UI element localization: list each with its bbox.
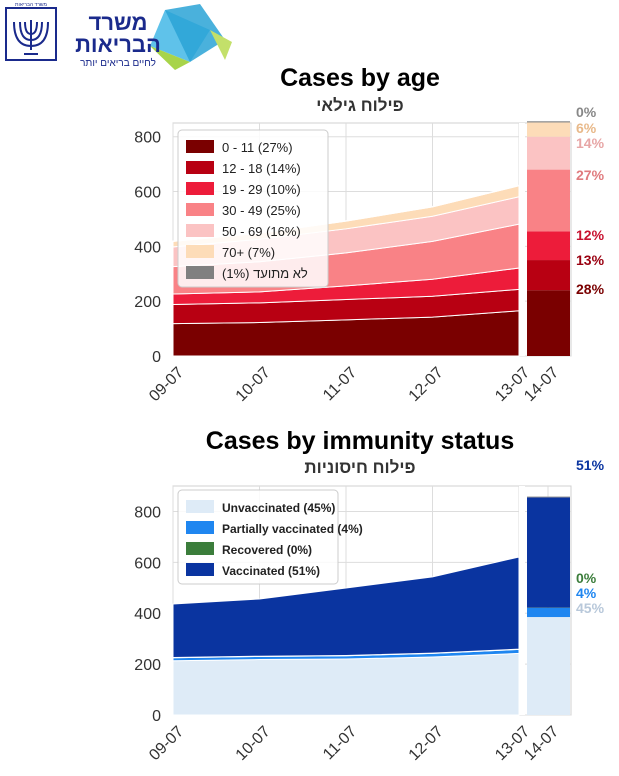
summary-pct-label-1: 13% — [576, 252, 605, 268]
summary-bar-segment-1 — [527, 260, 570, 291]
legend-box — [177, 489, 339, 585]
legend-entry-2: 19 - 29 (10%) — [222, 182, 301, 197]
summary-bar-segment-2 — [527, 231, 570, 261]
legend-entry-1: 12 - 18 (14%) — [222, 161, 301, 176]
immunity-chart-title: Cases by immunity status — [205, 427, 515, 455]
summary-bar-segment-5 — [527, 122, 570, 137]
y-tick-label: 200 — [134, 294, 161, 311]
legend-entry-0: 0 - 11 (27%) — [222, 140, 293, 155]
y-tick-label: 0 — [152, 349, 161, 366]
y-tick-label: 200 — [134, 657, 161, 674]
legend-entry-5: 70+ (7%) — [222, 245, 275, 260]
legend: 0 - 11 (27%) 12 - 18 (14%) 19 - 29 (10%) 30… — [177, 129, 329, 288]
y-tick-label: 600 — [134, 555, 161, 572]
summary-pct-label-3: 51% — [576, 457, 605, 473]
y-tick-label: 800 — [134, 130, 161, 147]
legend-entry-0: Unvaccinated (45%) — [222, 501, 335, 515]
y-tick-label: 400 — [134, 606, 161, 623]
summary-pct-label-0: 45% — [576, 600, 605, 616]
summary-pct-label-3: 27% — [576, 167, 605, 183]
age-chart-title: Cases by age — [280, 64, 440, 92]
summary-bar-segment-3 — [527, 169, 570, 232]
summary-gap — [519, 123, 525, 356]
y-tick-label: 800 — [134, 504, 161, 521]
legend-swatch-3 — [186, 203, 214, 216]
legend-swatch-2 — [186, 542, 214, 555]
legend-entry-1: Partially vaccinated (4%) — [222, 522, 363, 536]
legend-entry-4: 50 - 69 (16%) — [222, 224, 301, 239]
legend-swatch-1 — [186, 161, 214, 174]
area-series-0 — [172, 652, 520, 716]
legend-swatch-6 — [186, 266, 214, 279]
summary-pct-label-1: 4% — [576, 585, 597, 601]
emblem-text: משרד הבריאות — [15, 2, 47, 8]
legend-entry-2: Recovered (0%) — [222, 543, 312, 557]
legend-box — [177, 129, 329, 288]
health-ministry-star-icon — [150, 4, 232, 70]
immunity-chart-subtitle: פילוח חיסוניות — [304, 458, 416, 477]
summary-bar-segment-0 — [527, 617, 570, 715]
legend: Unvaccinated (45%) Partially vaccinated (… — [177, 489, 363, 585]
legend-swatch-0 — [186, 500, 214, 513]
x-tick-label: 11-07 — [320, 723, 360, 763]
x-tick-label: 09-07 — [146, 723, 187, 764]
y-tick-label: 0 — [152, 708, 161, 725]
legend-swatch-0 — [186, 140, 214, 153]
summary-bar-segment-3 — [527, 496, 570, 608]
x-tick-label: 12-07 — [406, 723, 447, 764]
legend-swatch-2 — [186, 182, 214, 195]
summary-pct-label-5: 6% — [576, 120, 597, 136]
y-tick-label: 400 — [134, 239, 161, 256]
x-tick-label: 10-07 — [233, 723, 274, 764]
legend-swatch-5 — [186, 245, 214, 258]
legend-swatch-4 — [186, 224, 214, 237]
legend-entry-3: Vaccinated (51%) — [222, 564, 320, 578]
ministry-logo: משרד הבריאות לחיים בריאים יותר משרד הברי… — [5, 2, 232, 70]
summary-pct-label-4: 14% — [576, 135, 605, 151]
summary-bar-segment-1 — [527, 607, 570, 618]
summary-pct-label-0: 28% — [576, 281, 605, 297]
y-tick-label: 600 — [134, 185, 161, 202]
x-tick-label: 14-07 — [521, 723, 562, 764]
summary-pct-label-2: 12% — [576, 227, 605, 243]
legend-entry-6: לא מתועד (1%) — [222, 266, 308, 281]
ministry-name-line1: משרד — [89, 10, 148, 35]
legend-entry-3: 30 - 49 (25%) — [222, 203, 301, 218]
ministry-name-line2: הבריאות — [75, 32, 161, 57]
age-chart-subtitle: פילוח גילאי — [316, 96, 404, 115]
menorah-emblem-icon — [5, 7, 57, 61]
summary-bar-segment-0 — [527, 290, 570, 356]
summary-pct-label-6: 0% — [576, 104, 597, 120]
legend-swatch-3 — [186, 563, 214, 576]
summary-pct-label-2: 0% — [576, 570, 597, 586]
summary-gap — [519, 486, 525, 715]
ministry-slogan: לחיים בריאים יותר — [80, 57, 156, 69]
summary-bar-segment-4 — [527, 136, 570, 170]
legend-swatch-1 — [186, 521, 214, 534]
